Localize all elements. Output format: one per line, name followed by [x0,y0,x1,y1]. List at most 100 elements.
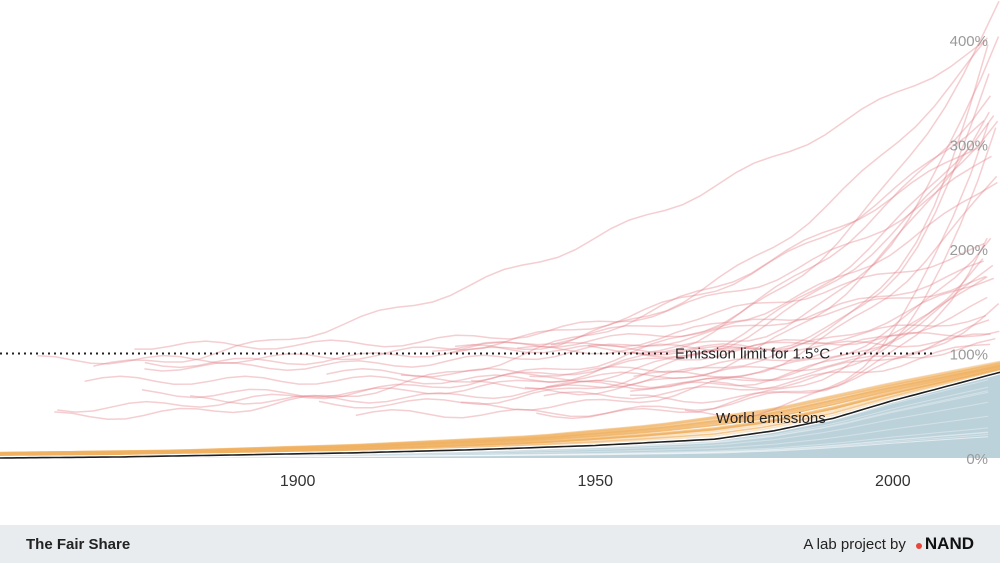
country-line-above-limit [37,120,985,365]
country-line-above-limit [517,330,1000,355]
country-line-below-limit [0,364,1000,455]
x-tick-label: 1950 [577,473,613,490]
emissions-chart: 0% 100% 200% 300% 400% 1900 1950 2000 Emission … [0,0,1000,490]
country-line-below-limit [0,368,1000,456]
annotation-layer: Emission limit for 1.5°C World emissions [675,346,830,428]
country-line-below-limit [0,367,1000,455]
country-line-below-limit [0,362,1000,455]
country-line-low [178,432,989,458]
country-line-above-limit [684,122,990,419]
country-line-above-limit [93,39,987,367]
country-line-below-limit [0,366,1000,455]
country-line-below-limit [0,367,1000,455]
y-tick-label: 300% [950,138,988,155]
credit-text: A lab project by [803,535,906,553]
country-line-below-limit [0,362,1000,454]
country-line-below-limit [0,363,1000,454]
country-line-low [178,436,989,458]
country-line-below-limit [0,364,1000,455]
y-tick-label: 100% [950,347,988,364]
country-line-below-limit [0,362,1000,455]
world-line-layer [0,370,1000,460]
country-line-above-limit [633,237,992,379]
country-line-above-limit [546,264,994,390]
country-line-below-limit [0,361,1000,454]
country-line-below-limit [0,366,1000,456]
country-line-above-limit [587,36,1000,354]
country-line-below-limit [0,361,1000,454]
country-line-above-limit [134,155,992,350]
country-line-low [178,434,989,458]
country-line-above-limit [451,37,988,354]
country-line-below-limit [0,365,1000,455]
country-line-above-limit [401,95,992,383]
country-line-below-limit [0,364,1000,455]
x-tick-label: 1900 [280,473,316,490]
country-line-below-limit [0,365,1000,454]
x-tick-label: 2000 [875,473,911,490]
country-lines-layer [0,0,1000,458]
country-line-above-limit [144,242,985,369]
country-line-below-limit [0,368,1000,456]
country-line-below-limit [0,366,1000,457]
country-line-below-limit [0,367,1000,457]
world-emissions-area [0,372,1000,458]
country-line-below-limit [0,362,1000,454]
brand-name: NAND [924,534,974,553]
country-line-above-limit [630,275,988,392]
country-line-below-limit [0,364,1000,455]
country-line-above-limit [460,175,998,411]
country-line-below-limit [0,367,1000,457]
country-line-below-limit [0,365,1000,456]
country-line-below-limit [0,364,1000,454]
country-line-below-limit [0,368,1000,456]
country-line-below-limit [0,365,1000,455]
country-line-above-limit [630,237,988,404]
country-line-below-limit [0,368,1000,457]
country-line-above-limit [471,319,990,390]
country-line-above-limit [543,343,991,400]
y-tick-label: 0% [966,451,988,468]
y-tick-label: 400% [950,33,988,50]
country-line-above-limit [630,44,989,359]
country-line-above-limit [550,181,998,348]
limit-label: Emission limit for 1.5°C [675,346,830,363]
country-line-low [178,427,989,458]
world-emissions-line [0,371,1000,459]
chart-area-layer [0,372,1000,458]
country-line-above-limit [709,127,997,390]
country-line-above-limit [529,115,995,383]
country-line-above-limit [524,111,990,396]
country-line-below-limit [0,363,1000,454]
country-line-below-limit [0,366,1000,457]
country-line-above-limit [536,258,984,420]
axis-tick-layer: 0% 100% 200% 300% 400% 1900 1950 2000 [280,33,988,490]
country-line-above-limit [84,337,996,385]
brand-dot-icon [915,543,922,549]
country-line-above-limit [355,303,1000,419]
country-line-below-limit [0,365,1000,454]
country-line-above-limit [54,144,984,421]
country-line-above-limit [57,314,987,413]
country-line-low [178,415,989,458]
footer-title: The Fair Share [26,535,131,553]
country-line-below-limit [0,368,1000,456]
country-line-above-limit [326,296,988,378]
country-line-below-limit [0,368,1000,457]
country-line-low [178,431,989,458]
country-line-above-limit [141,0,1000,399]
country-line-above-limit [432,275,986,352]
country-line-above-limit [454,333,991,354]
brand-link[interactable]: NAND [915,534,974,554]
country-line-above-limit [318,120,999,409]
country-line-below-limit [0,365,1000,456]
footer-bar: The Fair Share A lab project by NAND [0,525,1000,563]
country-line-below-limit [0,368,1000,457]
country-line-below-limit [0,360,1000,454]
country-line-low [178,436,989,458]
y-tick-label: 200% [950,242,988,259]
country-line-above-limit [631,73,990,356]
footer-credit: A lab project by NAND [803,534,974,554]
country-line-above-limit [190,277,995,405]
world-emissions-label: World emissions [716,410,826,427]
